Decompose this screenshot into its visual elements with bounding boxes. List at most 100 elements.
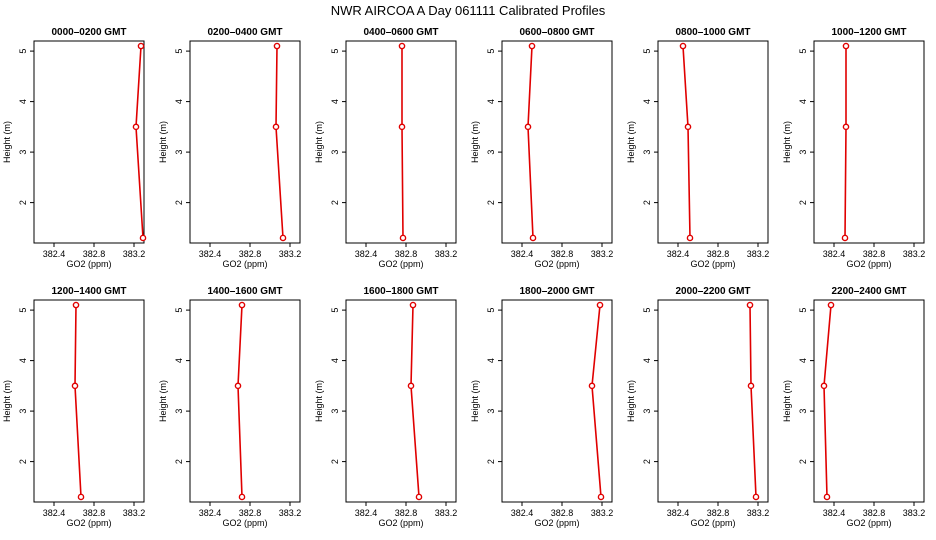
x-axis-label: GO2 (ppm) (222, 518, 267, 528)
y-tick-label: 4 (18, 358, 28, 363)
figure-title: NWR AIRCOA A Day 061111 Calibrated Profi… (331, 3, 606, 18)
x-tick-label: 382.8 (551, 508, 574, 518)
x-axis-label: GO2 (ppm) (846, 259, 891, 269)
data-point (234, 382, 242, 390)
x-tick-label: 383.2 (435, 249, 458, 259)
x-axis-label: GO2 (ppm) (222, 259, 267, 269)
y-tick-label: 3 (642, 150, 652, 155)
x-axis-label: GO2 (ppm) (378, 259, 423, 269)
x-tick-label: 383.2 (591, 508, 614, 518)
y-axis-label: Height (m) (470, 121, 480, 163)
data-point (820, 382, 828, 390)
data-point (273, 42, 281, 50)
y-tick-label: 4 (642, 99, 652, 104)
y-tick-label: 5 (18, 49, 28, 54)
data-point (524, 123, 532, 131)
x-tick-label: 382.4 (823, 249, 846, 259)
y-tick-label: 4 (174, 358, 184, 363)
y-axis-label: Height (m) (2, 121, 12, 163)
x-axis-label: GO2 (ppm) (66, 518, 111, 528)
x-axis-label: GO2 (ppm) (66, 259, 111, 269)
panel-5: 1000–1200 GMT 382.4 382.8 383.2 2 3 4 5 GO2 (ppm… (782, 27, 925, 269)
y-tick-label: 5 (798, 49, 808, 54)
data-point (71, 382, 79, 390)
y-tick-label: 2 (798, 459, 808, 464)
profile-line (682, 46, 691, 238)
panel-0: 0000–0200 GMT 382.4 382.8 383.2 2 3 4 5 GO2 (ppm… (2, 27, 147, 269)
panel-title: 1600–1800 GMT (363, 286, 438, 297)
y-axis-label: Height (m) (314, 380, 324, 422)
data-point (842, 123, 850, 131)
panel-8: 1600–1800 GMT 382.4 382.8 383.2 2 3 4 5 GO2 (ppm… (314, 286, 457, 528)
y-tick-label: 2 (642, 200, 652, 205)
y-axis-label: Height (m) (158, 380, 168, 422)
panel-title: 0000–0200 GMT (51, 27, 126, 38)
x-tick-label: 383.2 (903, 508, 926, 518)
data-point (272, 123, 280, 131)
panel-title: 2000–2200 GMT (675, 286, 750, 297)
x-tick-label: 382.4 (199, 249, 222, 259)
y-tick-label: 5 (642, 49, 652, 54)
x-axis-label: GO2 (ppm) (690, 518, 735, 528)
data-point (409, 301, 417, 309)
plot-frame (813, 40, 925, 244)
x-tick-label: 382.8 (239, 508, 262, 518)
x-tick-label: 382.4 (43, 249, 66, 259)
profile-line (237, 305, 243, 497)
y-axis-label: Height (m) (2, 380, 12, 422)
x-tick-label: 382.8 (707, 249, 730, 259)
data-point (588, 382, 596, 390)
data-point (597, 493, 605, 501)
x-axis-label: GO2 (ppm) (378, 518, 423, 528)
y-tick-label: 2 (642, 459, 652, 464)
y-tick-label: 4 (486, 358, 496, 363)
plot-frame (501, 40, 613, 244)
y-tick-label: 5 (486, 308, 496, 313)
plot-frame (813, 299, 925, 503)
data-point (752, 493, 760, 501)
data-point (823, 493, 831, 501)
panel-title: 1200–1400 GMT (51, 286, 126, 297)
x-tick-label: 383.2 (747, 508, 770, 518)
plot-frame (345, 40, 457, 244)
y-tick-label: 5 (642, 308, 652, 313)
profile-line (410, 305, 420, 498)
panel-title: 0400–0600 GMT (363, 27, 438, 38)
x-axis-label: GO2 (ppm) (846, 518, 891, 528)
y-tick-label: 3 (18, 409, 28, 414)
data-point (398, 42, 406, 50)
y-axis-label: Height (m) (626, 121, 636, 163)
x-tick-label: 383.2 (747, 249, 770, 259)
panel-title: 0800–1000 GMT (675, 27, 750, 38)
plot-frame (345, 299, 457, 503)
y-tick-label: 4 (642, 358, 652, 363)
data-point (132, 123, 140, 131)
plot-frame (33, 299, 145, 503)
data-point (842, 42, 850, 50)
y-tick-label: 2 (486, 200, 496, 205)
y-axis-label: Height (m) (158, 121, 168, 163)
x-tick-label: 383.2 (279, 508, 302, 518)
y-tick-label: 3 (486, 150, 496, 155)
y-tick-label: 3 (330, 409, 340, 414)
x-axis-label: GO2 (ppm) (690, 259, 735, 269)
y-tick-label: 2 (18, 459, 28, 464)
plot-frame (657, 40, 769, 244)
plot-frame (189, 40, 301, 244)
y-tick-label: 3 (330, 150, 340, 155)
plot-frame (33, 40, 145, 244)
y-axis-label: Height (m) (782, 121, 792, 163)
y-tick-label: 2 (174, 200, 184, 205)
y-axis-label: Height (m) (782, 380, 792, 422)
y-tick-label: 5 (486, 49, 496, 54)
data-point (238, 301, 246, 309)
x-tick-label: 383.2 (123, 508, 146, 518)
y-tick-label: 4 (798, 358, 808, 363)
panel-title: 0200–0400 GMT (207, 27, 282, 38)
x-tick-label: 382.8 (395, 508, 418, 518)
data-point (747, 382, 755, 390)
y-tick-label: 2 (798, 200, 808, 205)
profile-line (275, 46, 284, 239)
profile-line (74, 305, 82, 497)
